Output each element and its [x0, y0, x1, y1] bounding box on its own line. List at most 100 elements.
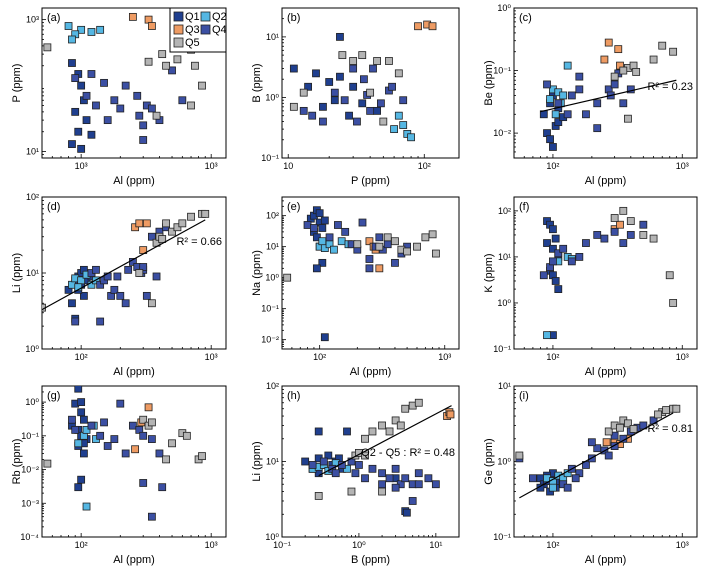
r-squared-annotation: Q2 - Q5 : R² = 0.48: [361, 447, 455, 459]
point-q4: [365, 264, 374, 273]
point-q4: [92, 265, 100, 274]
point-q4: [639, 220, 648, 229]
point-q2: [399, 121, 408, 129]
point-q4: [575, 253, 584, 261]
y-axis-label: Na (ppm): [251, 250, 263, 296]
x-axis-label: Al (ppm): [585, 175, 627, 187]
point-q4: [626, 231, 635, 239]
point-q4: [110, 96, 119, 105]
point-q2: [96, 25, 105, 34]
plot-frame: [41, 385, 227, 538]
y-axis-label: Li (ppm): [11, 253, 23, 293]
point-q4: [341, 227, 350, 236]
point-q4: [139, 121, 148, 130]
point-q4: [575, 85, 584, 94]
y-tick-label: 10¹: [498, 252, 511, 262]
point-q4: [378, 469, 386, 478]
x-tick-label: 10⁻¹: [273, 540, 291, 550]
point-q1: [74, 386, 83, 393]
point-q4: [408, 497, 417, 505]
point-q5: [632, 68, 641, 76]
point-q1: [554, 118, 563, 126]
y-tick-label: 10⁻⁴: [20, 532, 39, 542]
point-q1: [549, 143, 557, 151]
point-q5: [421, 233, 430, 242]
point-q4: [391, 483, 400, 492]
point-q4: [358, 218, 367, 227]
y-tick-label: 10⁰: [265, 532, 279, 542]
point-q4: [365, 255, 374, 263]
point-q4: [543, 80, 551, 89]
point-q4: [366, 106, 375, 115]
point-q1: [549, 244, 557, 253]
point-q1: [312, 69, 320, 78]
y-tick-label: 10⁻¹: [261, 304, 279, 314]
point-q5: [353, 240, 362, 249]
point-q3: [135, 219, 144, 228]
point-q4: [168, 66, 176, 75]
point-q5: [168, 439, 176, 448]
point-q5: [413, 242, 421, 251]
point-q4: [87, 421, 96, 430]
point-q1: [373, 106, 381, 115]
point-q5: [379, 117, 388, 126]
point-q4: [619, 99, 628, 108]
point-q4: [369, 64, 377, 73]
panel-label: (c): [519, 12, 532, 24]
point-q4: [116, 291, 125, 300]
legend-label-q3: Q3: [185, 24, 200, 36]
y-tick-label: 10⁰: [265, 273, 279, 283]
legend-swatch-q5: [173, 37, 184, 48]
point-q1: [87, 130, 96, 139]
point-q4: [68, 415, 76, 424]
x-axis-label: Al (ppm): [113, 366, 155, 378]
point-q1: [315, 209, 324, 218]
panel-g: 10² 10³ 10⁻⁴ 10⁻³ 10⁻² 10⁻¹ 10⁰ Al (ppm) Rb (ppm…: [11, 385, 227, 566]
point-q5: [144, 57, 153, 66]
point-q4: [139, 136, 148, 144]
plot-frame: [513, 196, 698, 350]
point-q5: [43, 43, 52, 52]
y-tick-label: 10⁰: [497, 3, 511, 13]
point-q1: [77, 398, 86, 406]
panel-b: 10 10² 10⁻¹ 10⁰ 10¹ P (ppm) B (ppm) (b): [251, 7, 460, 187]
point-q4: [582, 239, 590, 247]
panel-label: (e): [287, 201, 300, 213]
point-q5: [289, 102, 298, 111]
point-q4: [391, 464, 400, 473]
point-q1: [314, 427, 323, 436]
point-q5: [414, 398, 423, 407]
point-q4: [378, 480, 386, 489]
point-q1: [336, 72, 344, 81]
point-q4: [619, 239, 628, 247]
point-q2: [68, 35, 76, 44]
point-q5: [338, 51, 347, 60]
point-q4: [71, 317, 80, 326]
point-q5: [391, 237, 399, 246]
point-q1: [68, 299, 76, 308]
point-q4: [431, 480, 440, 489]
point-q4: [100, 418, 108, 427]
point-q4: [554, 99, 563, 108]
point-q4: [567, 257, 576, 266]
point-q5: [610, 214, 619, 222]
point-q5: [162, 61, 170, 70]
point-q5: [158, 50, 167, 59]
x-tick-label: 10²: [546, 352, 559, 362]
point-q3: [144, 15, 153, 24]
point-q4: [360, 75, 368, 84]
point-q4: [563, 483, 572, 492]
point-q4: [528, 474, 537, 483]
point-q4: [147, 104, 156, 113]
point-q1: [549, 225, 557, 234]
point-q2: [546, 95, 554, 103]
point-q5: [349, 57, 358, 65]
point-q3: [375, 264, 384, 273]
point-q5: [385, 427, 394, 436]
point-q4: [355, 461, 363, 469]
y-axis-label: Rb (ppm): [11, 439, 23, 485]
point-q5: [639, 231, 648, 239]
x-tick-label: 10: [283, 161, 293, 171]
point-q4: [383, 240, 392, 249]
point-q1: [320, 216, 329, 225]
